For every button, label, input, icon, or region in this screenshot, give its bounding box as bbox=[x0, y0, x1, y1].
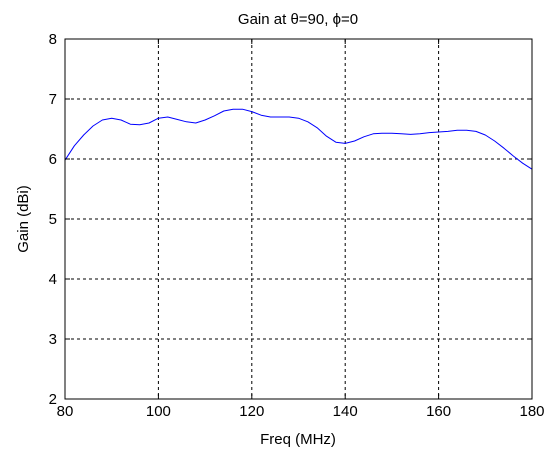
x-tick-label: 180 bbox=[519, 403, 544, 420]
y-tick-label: 4 bbox=[49, 271, 57, 288]
grid bbox=[65, 39, 532, 399]
tick-labels: 80 100 120 140 160 180 2 3 4 5 6 7 8 bbox=[49, 31, 545, 420]
y-tick-label: 7 bbox=[49, 91, 57, 108]
y-tick-label: 2 bbox=[49, 391, 57, 408]
series-layer bbox=[64, 108, 533, 170]
y-axis-label: Gain (dBi) bbox=[15, 185, 32, 253]
x-tick-label: 80 bbox=[57, 403, 74, 420]
plot-area bbox=[65, 39, 532, 399]
tick-marks bbox=[64, 38, 533, 400]
x-tick-label: 100 bbox=[146, 403, 171, 420]
y-tick-label: 6 bbox=[49, 151, 57, 168]
x-tick-label: 160 bbox=[426, 403, 451, 420]
x-tick-label: 140 bbox=[333, 403, 358, 420]
y-tick-label: 5 bbox=[49, 211, 57, 228]
gain-series-line bbox=[64, 108, 533, 170]
y-tick-label: 8 bbox=[49, 31, 57, 48]
y-tick-label: 3 bbox=[49, 331, 57, 348]
chart-title: Gain at θ=90, ϕ=0 bbox=[238, 11, 358, 28]
x-tick-label: 120 bbox=[239, 403, 264, 420]
x-axis-label: Freq (MHz) bbox=[260, 431, 336, 448]
